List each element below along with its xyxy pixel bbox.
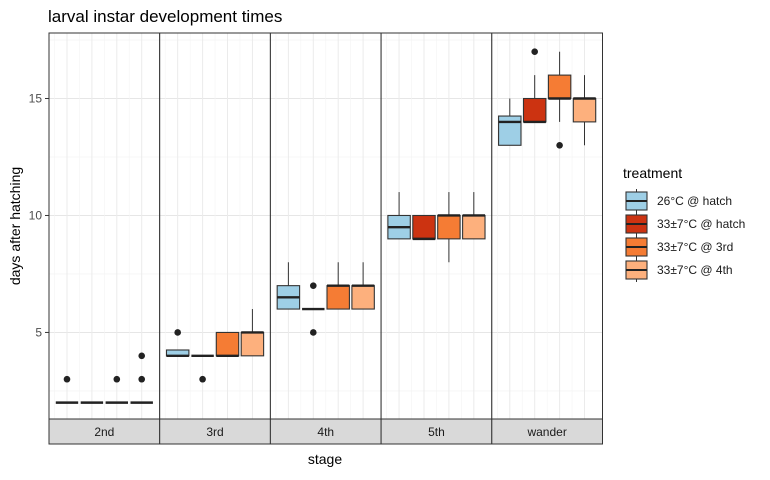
outlier-point: [63, 375, 71, 383]
y-tick-label: 5: [35, 325, 42, 339]
outlier-point: [556, 141, 563, 149]
outlier-point: [174, 329, 181, 336]
box-3rd-series-1: [191, 354, 214, 383]
facet-4th: 4th: [269, 32, 382, 445]
facet-strip: [269, 418, 382, 445]
legend-title: treatment: [623, 165, 682, 181]
box-iqr: [437, 214, 461, 240]
outlier-point: [309, 282, 317, 289]
box-2nd-series-3: [130, 352, 153, 404]
facet-wander: wander: [491, 32, 603, 445]
facet-3rd: 3rd: [159, 32, 271, 445]
y-axis-label: days after hatching: [7, 167, 23, 285]
legend-item: 33±7°C @ 4th: [625, 258, 733, 282]
facet-strip: [380, 418, 493, 445]
legend-label: 26°C @ hatch: [657, 194, 732, 208]
box-2nd-series-0: [55, 375, 79, 404]
legend-item: 26°C @ hatch: [625, 189, 732, 213]
box-5th-series-1: [412, 214, 436, 241]
chart-title: larval instar development times: [48, 7, 282, 26]
facet-strip: [491, 418, 603, 445]
legend-label: 33±7°C @ hatch: [657, 217, 745, 231]
outlier-point: [138, 352, 146, 360]
box-wander-series-1: [522, 48, 547, 124]
box-wander-series-0: [498, 98, 522, 146]
box-iqr: [351, 285, 375, 310]
y-tick-label: 15: [29, 92, 43, 106]
box-4th-series-1: [302, 282, 325, 336]
box-wander-series-2: [547, 51, 572, 149]
outlier-point: [199, 375, 206, 383]
legend: treatment 26°C @ hatch 33±7°C @ hatch 33±7…: [623, 165, 745, 282]
box-5th-series-0: [387, 192, 411, 240]
box-4th-series-3: [351, 262, 375, 310]
box-5th-series-2: [437, 192, 461, 263]
box-5th-series-3: [462, 192, 486, 240]
box-2nd-series-2: [105, 375, 129, 404]
box-iqr: [547, 74, 572, 100]
box-iqr: [498, 115, 522, 146]
box-iqr: [412, 214, 436, 240]
legend-item: 33±7°C @ 3rd: [625, 235, 733, 259]
box-iqr: [462, 214, 486, 240]
facet-2nd: 2nd: [48, 32, 161, 445]
box-3rd-series-0: [165, 329, 190, 358]
outlier-point: [531, 48, 538, 56]
box-wander-series-3: [572, 75, 597, 146]
legend-label: 33±7°C @ 3rd: [657, 240, 733, 254]
box-iqr: [240, 331, 265, 357]
outlier-point: [113, 375, 121, 383]
outlier-point: [138, 375, 146, 383]
x-axis-label: stage: [308, 451, 342, 467]
box-iqr: [522, 97, 547, 123]
legend-label: 33±7°C @ 4th: [657, 263, 733, 277]
y-axis: 5 10 15: [29, 92, 49, 339]
facet-label: 4th: [317, 425, 334, 439]
box-iqr: [215, 331, 240, 357]
facet-label: 5th: [428, 425, 445, 439]
box-4th-series-0: [276, 262, 301, 310]
legend-keys: 26°C @ hatch 33±7°C @ hatch 33±7°C @ 3rd 33…: [625, 189, 745, 282]
box-iqr: [572, 97, 597, 123]
box-4th-series-2: [326, 262, 350, 310]
legend-item: 33±7°C @ hatch: [625, 212, 745, 236]
facet-label: wander: [526, 425, 566, 439]
facet-panels: 2nd 3rd 4th 5th wander: [48, 32, 603, 445]
box-iqr: [326, 285, 350, 310]
outlier-point: [309, 329, 317, 336]
y-tick-label: 10: [29, 208, 43, 222]
facet-label: 2nd: [94, 425, 114, 439]
facet-label: 3rd: [206, 425, 223, 439]
box-3rd-series-2: [215, 331, 240, 358]
box-3rd-series-3: [240, 309, 265, 357]
facet-5th: 5th: [380, 32, 493, 445]
